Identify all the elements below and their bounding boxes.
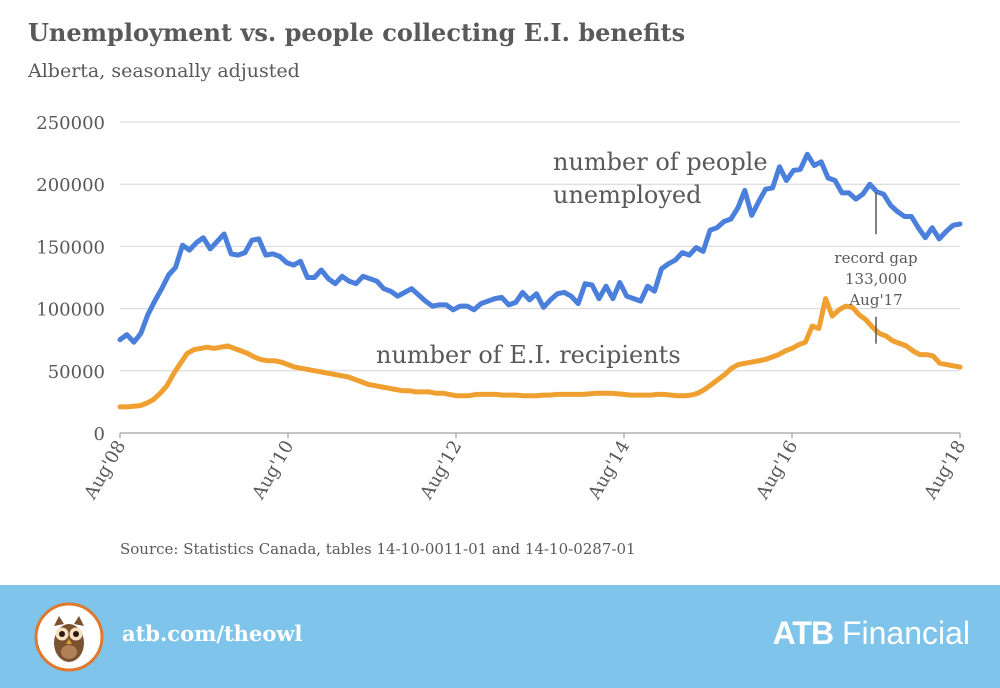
x-tick-label: Aug'14	[584, 437, 635, 504]
x-tick-label: Aug'16	[752, 437, 803, 504]
brand-logo-bold: ATB	[772, 615, 834, 651]
y-tick-label: 250000	[36, 113, 105, 134]
x-tick-label: Aug'08	[80, 437, 131, 504]
series-label-unemployed: number of people	[553, 148, 768, 176]
series-line-ei-recipients	[117, 296, 963, 410]
chart-title: Unemployment vs. people collecting E.I. …	[28, 18, 686, 47]
x-tick-label: Aug'10	[248, 437, 299, 504]
annotation-text: Aug'17	[848, 291, 902, 309]
y-tick-label: 0	[94, 424, 105, 445]
series-line-unemployed	[117, 151, 963, 345]
chart-subtitle: Alberta, seasonally adjusted	[28, 60, 300, 82]
y-tick-label: 150000	[36, 237, 105, 258]
series-label-ei-recipients: number of E.I. recipients	[376, 341, 681, 369]
source-note: Source: Statistics Canada, tables 14-10-…	[120, 540, 636, 558]
footer-link[interactable]: atb.com/theowl	[122, 621, 303, 646]
owl-icon	[34, 602, 104, 672]
brand-logo-text: Financial	[841, 615, 970, 651]
x-tick-label: Aug'12	[416, 437, 467, 504]
footer-banner: atb.com/theowl ATB Financial	[0, 585, 1000, 688]
brand-logo: ATB Financial	[720, 615, 970, 652]
y-tick-label: 200000	[36, 175, 105, 196]
annotation-text: 133,000	[845, 270, 907, 288]
series-label-unemployed: unemployed	[553, 181, 702, 209]
y-tick-label: 50000	[48, 362, 105, 383]
x-tick-label: Aug'18	[920, 437, 971, 504]
annotation-text: record gap	[834, 249, 917, 267]
line-chart: 0 50000 100000 150000 200000 250000 Aug'08 Aug'…	[36, 113, 971, 504]
y-tick-label: 100000	[36, 300, 105, 321]
